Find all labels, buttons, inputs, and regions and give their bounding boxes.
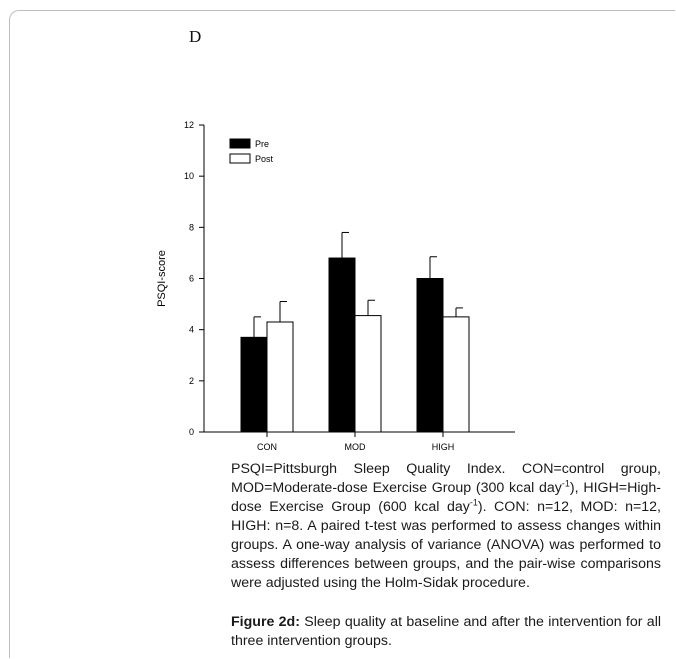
figure-caption-text: Sleep quality at baseline and after the … — [231, 614, 661, 649]
y-tick-label: 12 — [184, 120, 194, 130]
panel-label: D — [189, 27, 202, 46]
bar-post-con — [266, 321, 294, 433]
bar-pre-high — [416, 278, 444, 433]
caption-part-1: PSQI=Pittsburgh Sleep Quality Index. CON… — [231, 461, 661, 496]
bar-post-mod — [354, 315, 382, 433]
y-tick-label: 0 — [189, 427, 194, 437]
figure-caption-label: Figure 2d: — [231, 614, 300, 630]
bar-chart: 0 2 4 6 8 10 12 PSQI-score CON MOD HIGH Pre Post — [156, 120, 515, 450]
y-tick-label: 2 — [189, 376, 194, 386]
y-axis-label: PSQI-score — [156, 250, 168, 307]
caption-sup-1: -1 — [561, 478, 570, 489]
y-tick-label: 4 — [189, 325, 194, 335]
legend-swatch-post — [229, 153, 251, 164]
x-tick-label: HIGH — [432, 442, 455, 450]
bar-pre-con — [240, 336, 268, 433]
y-tick-label: 8 — [189, 222, 194, 232]
x-tick-label: MOD — [345, 442, 366, 450]
caption-part-3: ). CON: n=12, MOD: n=12, HIGH: n=8. A pa… — [231, 499, 661, 591]
x-tick-label: CON — [257, 442, 277, 450]
figure-frame — [9, 10, 675, 658]
caption-part-2: ), HIGH=High-dose Exercise Group (600 kc… — [231, 480, 661, 515]
figure-caption: Figure 2d: Sleep quality at baseline and… — [231, 613, 661, 651]
chart-notes: PSQI=Pittsburgh Sleep Quality Index. CON… — [231, 460, 661, 593]
legend-label-post: Post — [255, 154, 274, 164]
legend-label-pre: Pre — [255, 139, 269, 149]
legend-swatch-pre — [229, 138, 251, 149]
caption-sup-2: -1 — [469, 497, 478, 508]
bar-pre-mod — [328, 257, 356, 433]
bar-post-high — [442, 316, 470, 433]
y-tick-label: 10 — [184, 171, 194, 181]
y-tick-label: 6 — [189, 274, 194, 284]
